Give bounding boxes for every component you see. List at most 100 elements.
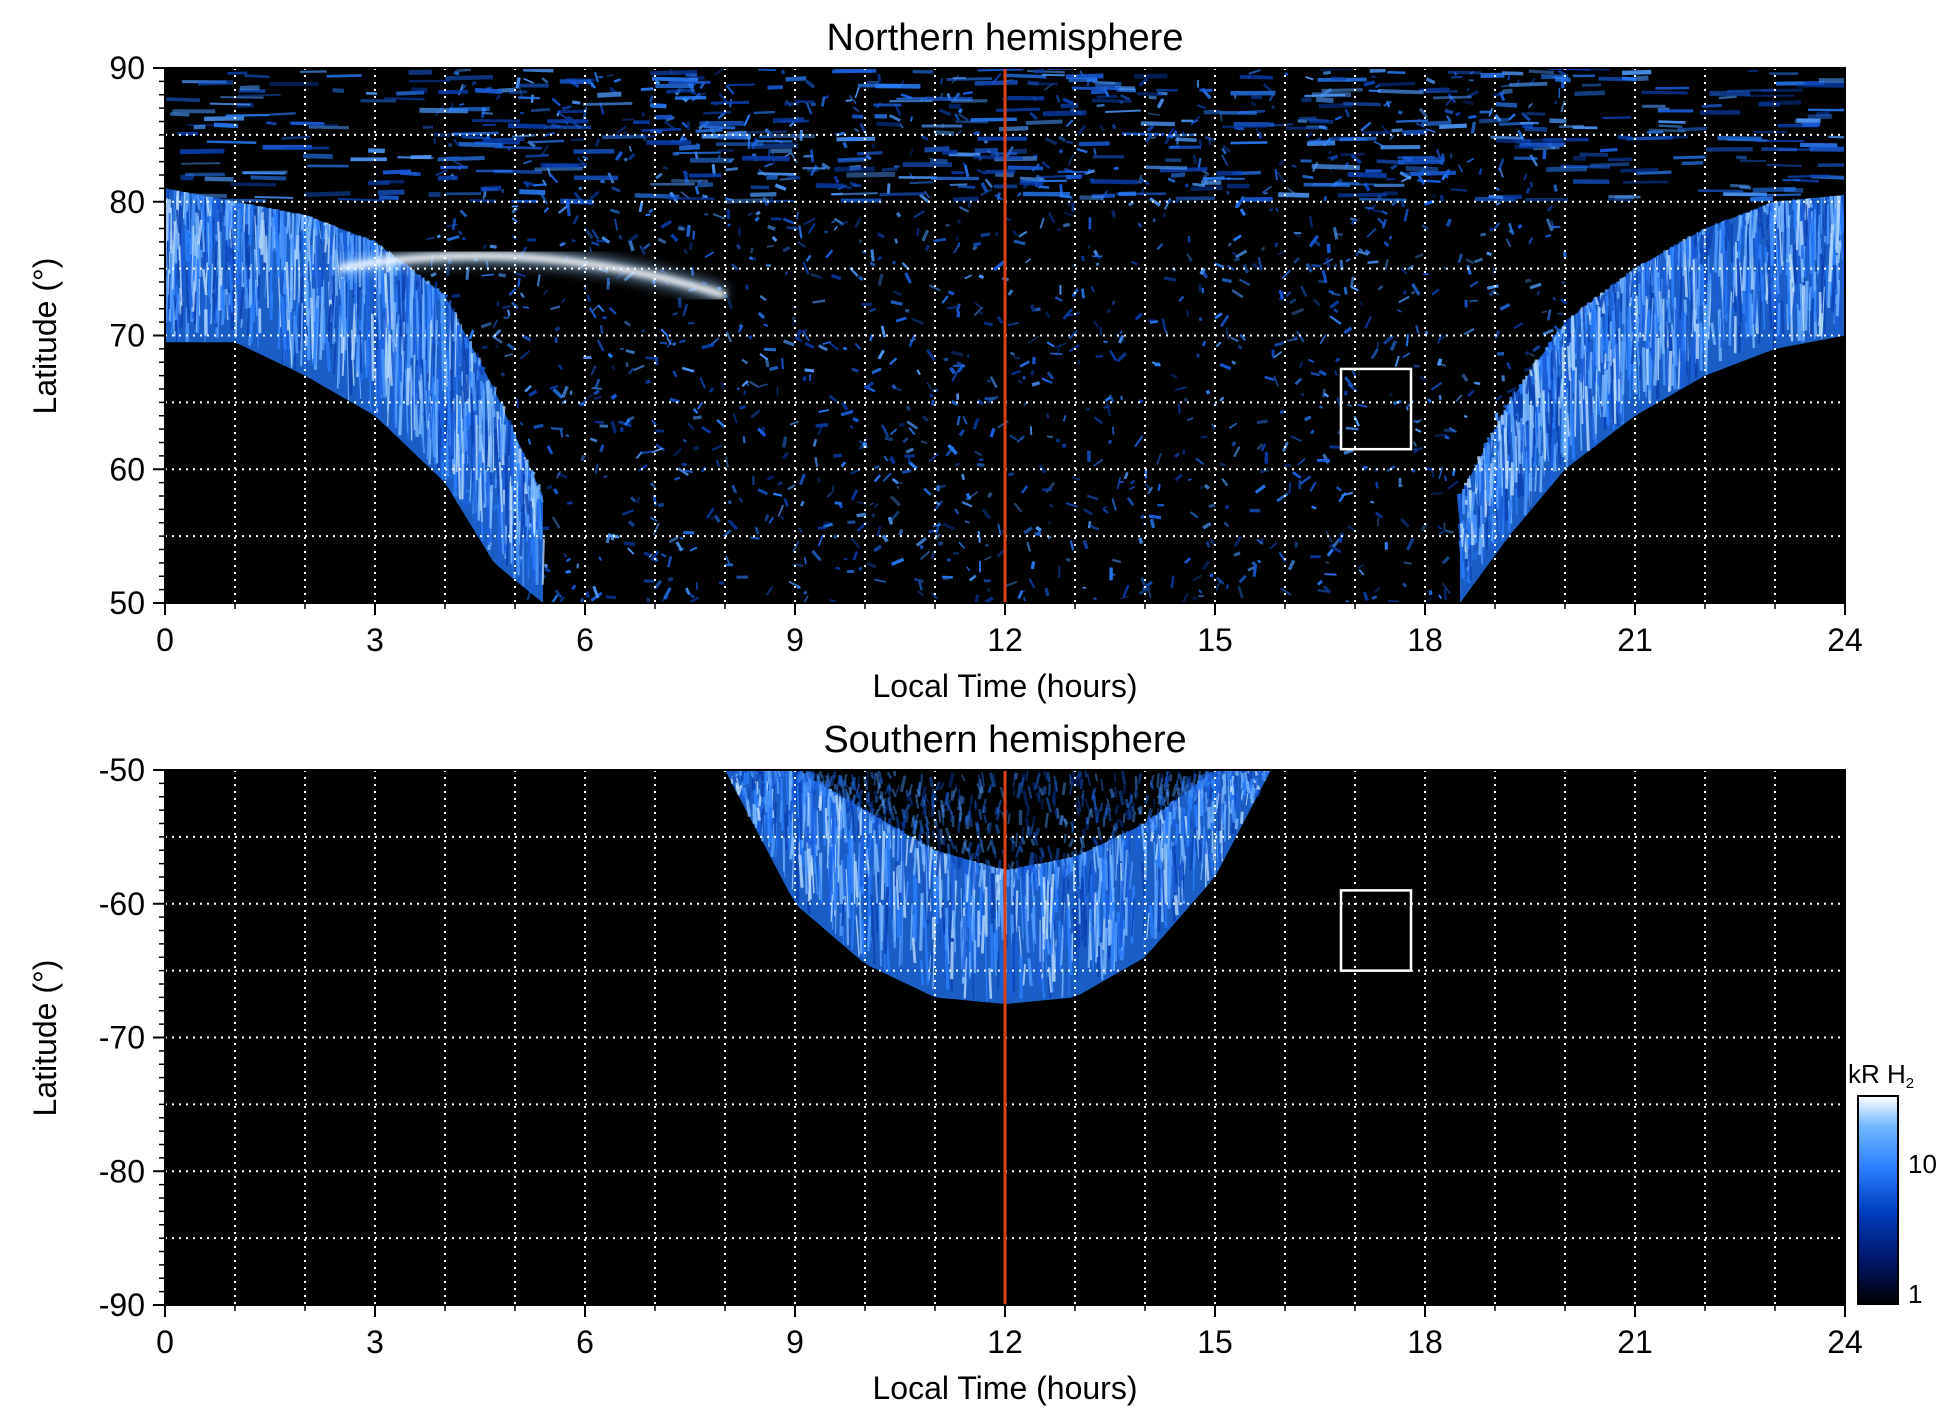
emission-speck [1276, 171, 1285, 183]
polar-arc-streak [170, 112, 190, 117]
polar-arc-streak [1425, 90, 1458, 94]
emission-speck [1093, 596, 1098, 601]
emission-speck [980, 182, 989, 193]
emission-speck [713, 514, 721, 524]
polar-arc-streak [710, 100, 750, 105]
emission-speck [566, 501, 573, 505]
polar-arc-streak [1096, 94, 1118, 99]
emission-speck [727, 500, 732, 505]
emission-speck [974, 594, 980, 603]
emission-speck [1343, 448, 1354, 455]
oval-streak [1461, 529, 1466, 562]
oval-streak [323, 222, 327, 226]
oval-streak [228, 265, 234, 313]
oval-streak [506, 419, 512, 456]
emission-speck [692, 230, 696, 240]
oval-streak [1526, 429, 1531, 474]
emission-speck [1259, 467, 1269, 474]
emission-speck [589, 190, 600, 201]
emission-speck [692, 415, 702, 420]
oval-streak [1554, 334, 1560, 352]
emission-speck [838, 503, 844, 509]
emission-speck [777, 504, 785, 517]
emission-speck [436, 234, 441, 239]
emission-speck [1466, 87, 1470, 92]
emission-speck [1005, 145, 1014, 158]
oval-streak [1546, 356, 1551, 389]
polar-arc-streak [444, 156, 461, 160]
emission-speck [889, 495, 902, 507]
emission-speck [858, 566, 863, 571]
emission-speck [802, 376, 807, 382]
emission-speck [554, 337, 558, 343]
oval-streak [426, 283, 432, 324]
emission-speck [1138, 77, 1149, 87]
oval-streak [516, 463, 522, 522]
emission-speck [997, 523, 1002, 536]
emission-speck [628, 240, 635, 252]
emission-speck [1144, 483, 1153, 492]
polar-arc-streak [1450, 188, 1468, 192]
emission-speck [958, 428, 966, 437]
oval-streak [463, 408, 468, 452]
oval-streak [201, 195, 206, 222]
emission-speck [748, 335, 753, 340]
emission-speck [1174, 473, 1183, 482]
emission-speck [711, 444, 723, 452]
emission-speck [722, 529, 732, 538]
emission-speck [627, 520, 636, 528]
emission-speck [602, 316, 607, 320]
emission-speck [652, 522, 660, 536]
oval-streak [446, 351, 452, 431]
oval-streak [1720, 318, 1724, 348]
emission-speck [1406, 537, 1415, 551]
emission-speck [1444, 108, 1454, 115]
emission-speck [1252, 563, 1258, 577]
emission-speck [1260, 443, 1267, 452]
polar-arc-streak [525, 153, 549, 158]
emission-speck [1274, 242, 1279, 248]
oval-streak [311, 288, 316, 322]
emission-speck [1149, 518, 1156, 529]
oval-streak [235, 208, 241, 263]
oval-streak [370, 313, 375, 381]
oval-streak [1817, 214, 1821, 275]
oval-streak [342, 230, 349, 259]
oval-streak [208, 215, 214, 249]
polar-arc-streak [1421, 120, 1452, 127]
oval-streak [1761, 275, 1766, 330]
emission-speck [1262, 185, 1272, 194]
polar-arc-streak [1140, 121, 1175, 127]
oval-streak [1812, 198, 1816, 220]
oval-streak [1668, 350, 1673, 392]
emission-speck [611, 365, 616, 371]
emission-speck [540, 193, 549, 205]
emission-speck [1375, 84, 1381, 89]
polar-arc-streak [533, 183, 547, 187]
emission-speck [976, 398, 984, 406]
polar-arc-streak [650, 69, 698, 76]
polar-arc-streak [494, 145, 542, 150]
polar-arc-streak [1621, 69, 1652, 76]
emission-speck [809, 149, 815, 163]
oval-streak [1654, 295, 1659, 336]
emission-speck [571, 584, 577, 591]
emission-speck [757, 427, 767, 437]
polar-arc-streak [1251, 95, 1263, 100]
polar-arc-streak [303, 153, 333, 159]
emission-speck [649, 482, 654, 486]
emission-speck [625, 349, 635, 355]
emission-speck [1507, 113, 1516, 121]
oval-streak [293, 249, 297, 301]
oval-streak [1722, 247, 1727, 317]
oval-streak [1469, 491, 1476, 523]
polar-arc-streak [449, 106, 490, 112]
oval-streak [1657, 255, 1661, 273]
oval-streak [236, 202, 241, 208]
oval-streak [1742, 291, 1746, 314]
emission-speck [551, 516, 561, 529]
polar-arc-streak [879, 192, 926, 197]
emission-speck [797, 328, 802, 341]
emission-speck [983, 555, 992, 561]
emission-speck [1308, 215, 1314, 228]
